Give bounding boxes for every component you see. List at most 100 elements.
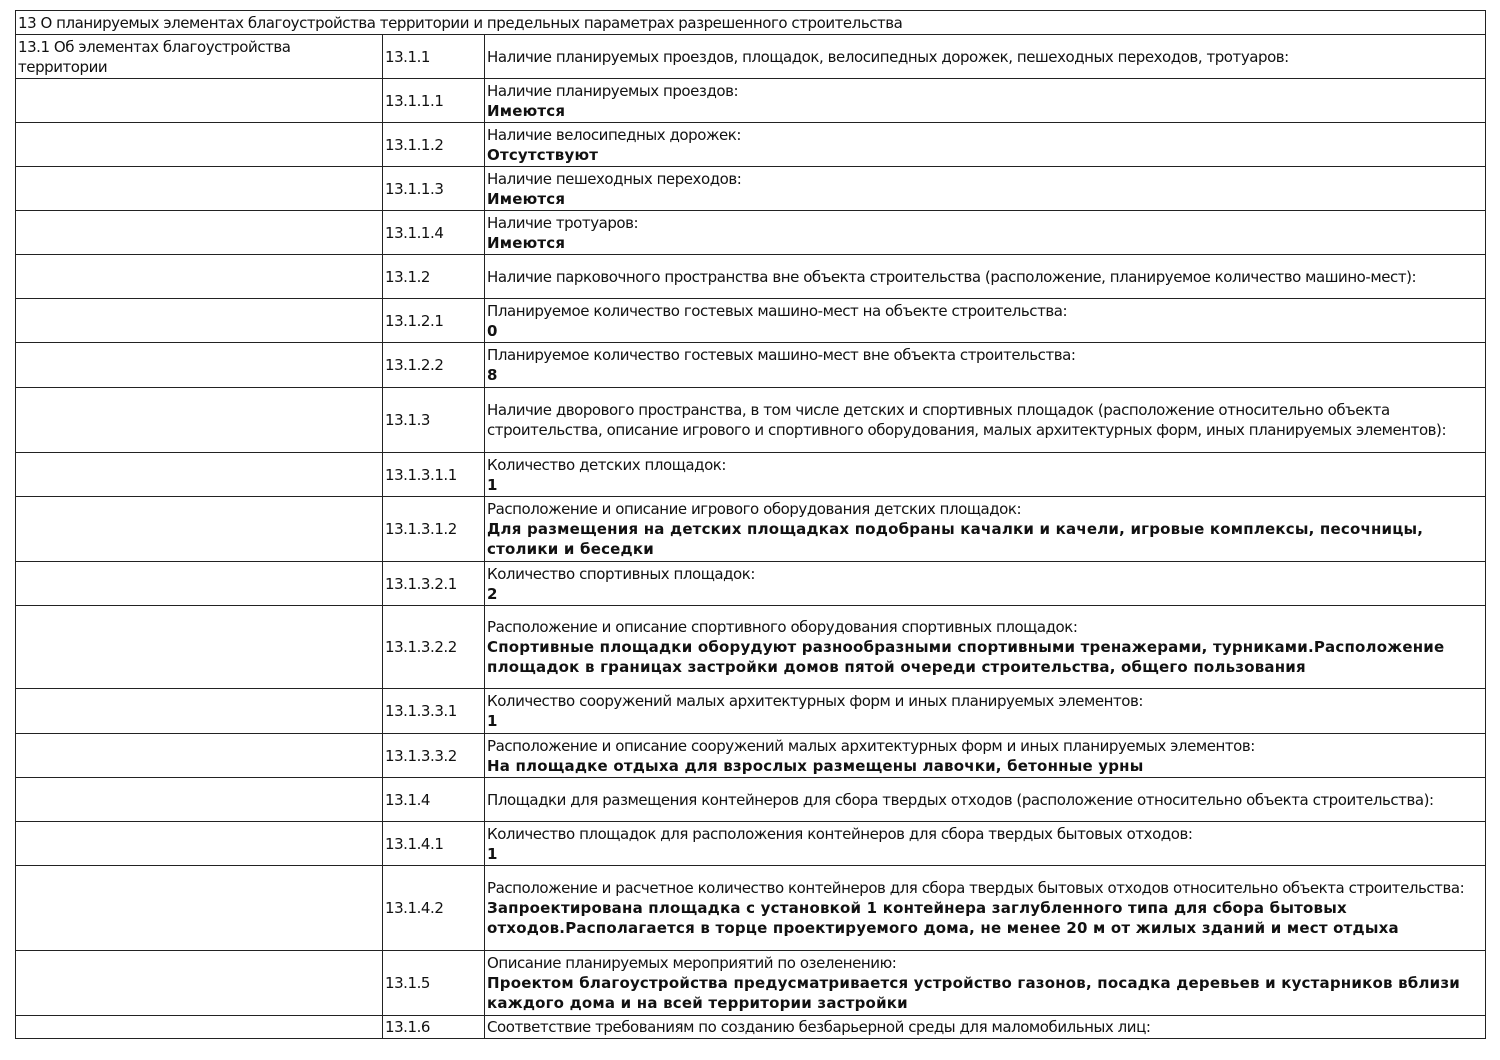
table-row: 13.1.4.2 Расположение и расчетное количес… <box>15 865 1486 951</box>
item-value: 2 <box>487 584 498 603</box>
empty-cell <box>15 122 383 167</box>
empty-cell <box>15 166 383 211</box>
item-content: Количество спортивных площадок: 2 <box>484 561 1486 606</box>
item-content: Расположение и расчетное количество конт… <box>484 865 1486 951</box>
empty-cell <box>15 1015 383 1039</box>
item-code: 13.1.1.4 <box>382 210 485 255</box>
item-code: 13.1.5 <box>382 950 485 1016</box>
item-content: Описание планируемых мероприятий по озел… <box>484 950 1486 1016</box>
item-code: 13.1.2.1 <box>382 298 485 343</box>
item-label: Количество детских площадок: <box>487 455 727 474</box>
item-label: Наличие парковочного пространства вне об… <box>487 267 1417 286</box>
table-row: 13.1.3.2.1 Количество спортивных площадок… <box>15 561 1486 606</box>
empty-cell <box>15 950 383 1016</box>
table-row: 13.1.3.3.1 Количество сооружений малых ар… <box>15 688 1486 734</box>
item-code: 13.1.3.3.1 <box>382 688 485 734</box>
table-row: 13.1.2 Наличие парковочного пространства … <box>15 254 1486 299</box>
item-content: Соответствие требованиям по созданию без… <box>484 1015 1486 1039</box>
item-content: Планируемое количество гостевых машино-м… <box>484 298 1486 343</box>
item-label: Описание планируемых мероприятий по озел… <box>487 954 897 972</box>
item-value: Запроектирована площадка с установкой 1 … <box>487 899 1399 937</box>
item-value: На площадке отдыха для взрослых размещен… <box>487 756 1144 775</box>
empty-cell <box>15 733 383 778</box>
item-value: Спортивные площадки оборудуют разнообраз… <box>487 638 1445 676</box>
empty-cell <box>15 298 383 343</box>
empty-cell <box>15 496 383 562</box>
item-code: 13.1.2 <box>382 254 485 299</box>
item-label: Соответствие требованиям по созданию без… <box>487 1018 1151 1036</box>
item-code: 13.1.3 <box>382 387 485 453</box>
item-label: Количество сооружений малых архитектурны… <box>487 692 1143 710</box>
item-label: Расположение и расчетное количество конт… <box>487 879 1465 897</box>
empty-cell <box>15 342 383 388</box>
table-row: 13.1.3.3.2 Расположение и описание сооруж… <box>15 733 1486 778</box>
item-value: 1 <box>487 475 498 494</box>
item-code: 13.1.4.1 <box>382 821 485 866</box>
item-label: Количество спортивных площадок: <box>487 564 756 583</box>
item-content: Планируемое количество гостевых машино-м… <box>484 342 1486 388</box>
item-content: Наличие пешеходных переходов: Имеются <box>484 166 1486 211</box>
section-header-row: 13 О планируемых элементах благоустройст… <box>15 10 1486 35</box>
item-value: Имеются <box>487 233 566 252</box>
table-row: 13.1.1.1 Наличие планируемых проездов: Име… <box>15 78 1486 123</box>
table-row: 13.1.3.2.2 Расположение и описание спорти… <box>15 605 1486 689</box>
item-label: Наличие пешеходных переходов: <box>487 169 742 188</box>
item-value: 1 <box>487 712 498 730</box>
item-label: Наличие тротуаров: <box>487 213 639 232</box>
item-code: 13.1.6 <box>382 1015 485 1039</box>
table-row: 13.1.1.2 Наличие велосипедных дорожек: Отс… <box>15 122 1486 167</box>
table-row: 13.1.1.3 Наличие пешеходных переходов: Име… <box>15 166 1486 211</box>
empty-cell <box>15 254 383 299</box>
table-row: 13.1.2.2 Планируемое количество гостевых … <box>15 342 1486 388</box>
item-content: Наличие тротуаров: Имеются <box>484 210 1486 255</box>
empty-cell <box>15 605 383 689</box>
item-label: Наличие велосипедных дорожек: <box>487 125 741 144</box>
table-row: 13.1.5 Описание планируемых мероприятий п… <box>15 950 1486 1016</box>
item-code: 13.1.3.1.2 <box>382 496 485 562</box>
item-value: Имеются <box>487 101 566 120</box>
item-code: 13.1.3.1.1 <box>382 452 485 497</box>
item-label: Наличие планируемых проездов, площадок, … <box>487 47 1289 66</box>
item-code: 13.1.1 <box>382 34 485 79</box>
item-label: Планируемое количество гостевых машино-м… <box>487 301 1068 320</box>
item-value: Проектом благоустройства предусматривает… <box>487 974 1460 1012</box>
item-label: Расположение и описание игрового оборудо… <box>487 500 1022 518</box>
item-label: Расположение и описание спортивного обор… <box>487 618 1078 636</box>
table-row: 13.1 Об элементах благоустройства террит… <box>15 34 1486 79</box>
item-content: Расположение и описание спортивного обор… <box>484 605 1486 689</box>
table-row: 13.1.1.4 Наличие тротуаров: Имеются <box>15 210 1486 255</box>
item-code: 13.1.3.2.2 <box>382 605 485 689</box>
item-code: 13.1.4 <box>382 777 485 822</box>
item-code: 13.1.2.2 <box>382 342 485 388</box>
table-row: 13.1.6 Соответствие требованиям по создан… <box>15 1015 1486 1039</box>
item-label: Наличие планируемых проездов: <box>487 81 739 100</box>
table-row: 13.1.3.1.1 Количество детских площадок: 1 <box>15 452 1486 497</box>
table-row: 13.1.3.1.2 Расположение и описание игрово… <box>15 496 1486 562</box>
item-value: Отсутствуют <box>487 145 599 164</box>
subsection-title: 13.1 Об элементах благоустройства террит… <box>15 34 383 79</box>
item-content: Наличие парковочного пространства вне об… <box>484 254 1486 299</box>
table-row: 13.1.4.1 Количество площадок для располож… <box>15 821 1486 866</box>
item-value: 8 <box>487 366 498 384</box>
item-code: 13.1.3.2.1 <box>382 561 485 606</box>
item-content: Наличие дворового пространства, в том чи… <box>484 387 1486 453</box>
item-label: Количество площадок для расположения кон… <box>487 824 1193 843</box>
empty-cell <box>15 387 383 453</box>
table-row: 13.1.4 Площадки для размещения контейнеро… <box>15 777 1486 822</box>
empty-cell <box>15 688 383 734</box>
empty-cell <box>15 561 383 606</box>
item-value: 1 <box>487 844 498 863</box>
item-code: 13.1.1.2 <box>382 122 485 167</box>
item-content: Расположение и описание сооружений малых… <box>484 733 1486 778</box>
item-code: 13.1.1.1 <box>382 78 485 123</box>
empty-cell <box>15 821 383 866</box>
empty-cell <box>15 777 383 822</box>
item-label: Площадки для размещения контейнеров для … <box>487 790 1434 809</box>
item-content: Количество площадок для расположения кон… <box>484 821 1486 866</box>
item-label: Расположение и описание сооружений малых… <box>487 736 1255 755</box>
item-content: Количество сооружений малых архитектурны… <box>484 688 1486 734</box>
item-code: 13.1.1.3 <box>382 166 485 211</box>
item-code: 13.1.3.3.2 <box>382 733 485 778</box>
item-content: Площадки для размещения контейнеров для … <box>484 777 1486 822</box>
item-value: Для размещения на детских площадках подо… <box>487 520 1424 558</box>
